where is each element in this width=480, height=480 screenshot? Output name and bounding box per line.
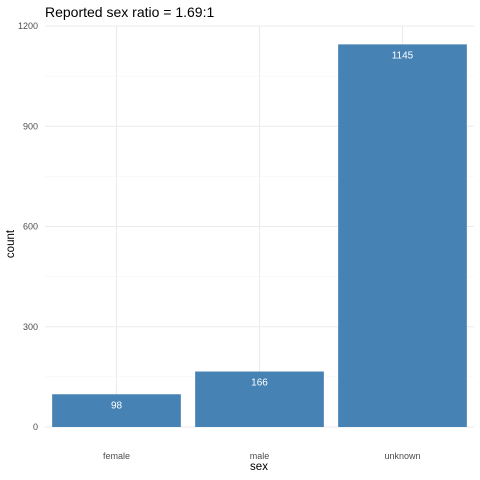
x-tick-label: unknown [384,451,420,461]
bar-value-label: 98 [111,400,123,411]
x-axis-title: sex [250,461,268,473]
y-axis-title: count [5,229,17,258]
bars [52,44,467,428]
x-tick-label: male [250,451,270,461]
y-tick-label: 600 [23,222,38,232]
bar-value-label: 1145 [392,50,414,61]
bar-male [195,371,324,427]
y-tick-label: 900 [23,121,38,131]
bar-unknown [338,44,467,428]
y-axis-tick-labels: 0 300 600 900 1200 [18,21,38,432]
chart-title: Reported sex ratio = 1.69:1 [45,4,214,20]
x-tick-label: female [103,451,130,461]
bar-data-labels: 98 166 1145 [111,50,414,411]
y-tick-label: 1200 [18,21,38,31]
bar-value-label: 166 [251,378,268,389]
x-axis-tick-labels: female male unknown [103,451,421,461]
bar-female [52,394,181,427]
y-tick-label: 0 [33,422,38,432]
y-tick-label: 300 [23,322,38,332]
